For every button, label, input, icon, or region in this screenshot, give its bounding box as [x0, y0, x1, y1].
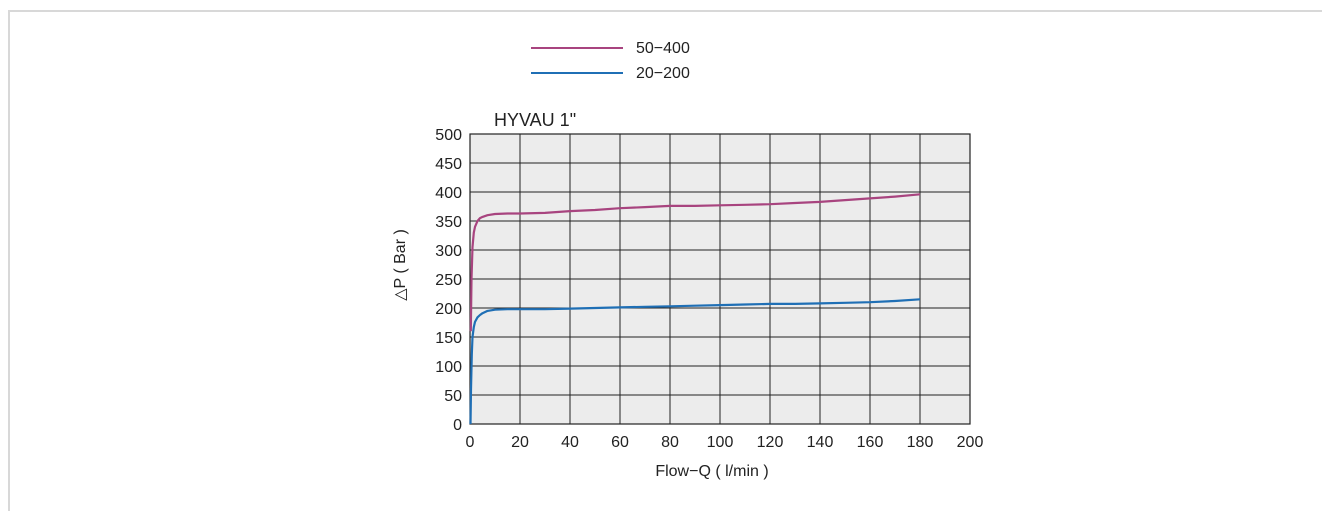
series-line-1	[469, 193, 921, 332]
x-tick-label: 0	[466, 434, 475, 451]
grid	[469, 133, 971, 425]
x-axis-ticks: 0 20 40 60 80 100 120 140 160 180 200	[466, 434, 984, 451]
series-layer	[469, 193, 921, 425]
x-tick-label: 60	[611, 434, 629, 451]
y-tick-label: 150	[435, 330, 462, 347]
y-axis-label: △P ( Bar )	[392, 229, 409, 301]
legend: 50−400 20−200	[531, 40, 690, 82]
y-tick-label: 250	[435, 272, 462, 289]
x-tick-label: 40	[561, 434, 579, 451]
x-tick-label: 200	[957, 434, 984, 451]
x-tick-label: 20	[511, 434, 529, 451]
y-tick-label: 200	[435, 301, 462, 318]
y-tick-label: 500	[435, 127, 462, 144]
series-line-2	[469, 298, 921, 425]
x-tick-label: 180	[907, 434, 934, 451]
x-tick-label: 80	[661, 434, 679, 451]
x-tick-label: 160	[857, 434, 884, 451]
x-axis-label: Flow−Q ( l/min )	[655, 463, 768, 480]
y-tick-label: 300	[435, 243, 462, 260]
x-tick-label: 120	[757, 434, 784, 451]
x-tick-label: 140	[807, 434, 834, 451]
chart-title: HYVAU 1"	[494, 110, 576, 130]
y-tick-label: 50	[444, 388, 462, 405]
y-tick-label: 350	[435, 214, 462, 231]
y-tick-label: 100	[435, 359, 462, 376]
y-tick-label: 400	[435, 185, 462, 202]
legend-label-2: 20−200	[636, 65, 690, 82]
y-axis-ticks: 0 50 100 150 200 250 300 350 400 450 500	[435, 127, 462, 434]
x-tick-label: 100	[707, 434, 734, 451]
chart-frame	[8, 10, 1322, 511]
legend-label-1: 50−400	[636, 40, 690, 57]
y-tick-label: 450	[435, 156, 462, 173]
y-tick-label: 0	[453, 417, 462, 434]
